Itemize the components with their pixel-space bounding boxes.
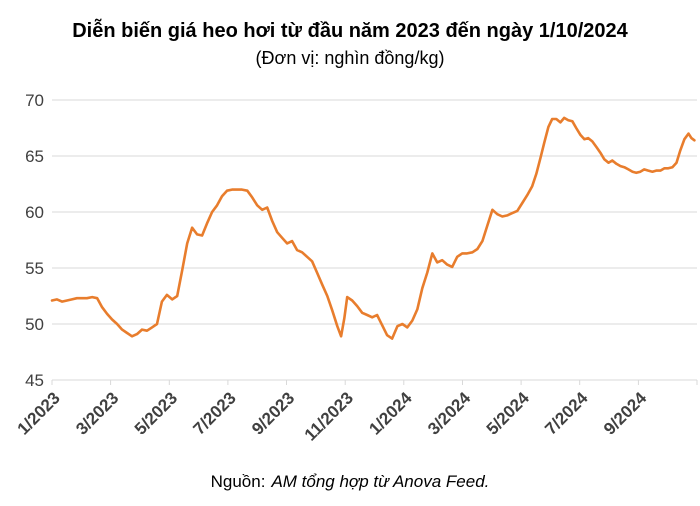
source-note: Nguồn: AM tổng hợp từ Anova Feed. — [0, 472, 700, 492]
x-tick-label: 7/2024 — [541, 388, 592, 439]
source-label: Nguồn: — [210, 472, 266, 491]
x-tick-label: 1/2023 — [14, 388, 64, 438]
source-text: AM tổng hợp từ Anova Feed. — [271, 472, 490, 491]
x-tick-label: 9/2023 — [248, 388, 298, 438]
y-tick-label: 55 — [25, 259, 44, 278]
x-tick-label: 5/2023 — [131, 388, 181, 438]
x-tick-label: 1/2024 — [365, 388, 416, 439]
x-tick-label: 3/2023 — [72, 388, 122, 438]
y-tick-label: 65 — [25, 147, 44, 166]
y-tick-label: 70 — [25, 91, 44, 110]
price-line — [50, 116, 696, 340]
x-tick-label: 9/2024 — [600, 388, 651, 439]
chart-title: Diễn biến giá heo hơi từ đầu năm 2023 đế… — [72, 20, 628, 42]
chart-unit-subtitle: (Đơn vị: nghìn đồng/kg) — [255, 48, 445, 68]
x-tick-label: 5/2024 — [483, 388, 534, 439]
y-tick-label: 60 — [25, 203, 44, 222]
y-tick-label: 50 — [25, 315, 44, 334]
y-tick-label: 45 — [25, 371, 44, 390]
x-tick-label: 3/2024 — [424, 388, 475, 439]
x-tick-label: 7/2023 — [190, 388, 240, 438]
x-tick-label: 11/2023 — [301, 388, 357, 444]
